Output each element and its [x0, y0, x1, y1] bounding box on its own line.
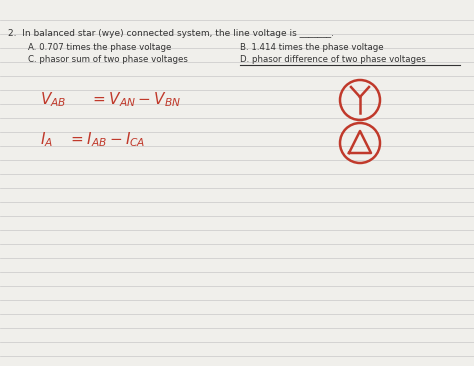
- Text: D. phasor difference of two phase voltages: D. phasor difference of two phase voltag…: [240, 56, 426, 64]
- Text: 2.  In balanced star (wye) connected system, the line voltage is _______.: 2. In balanced star (wye) connected syst…: [8, 30, 334, 38]
- Text: $= I_{AB} - I_{CA}$: $= I_{AB} - I_{CA}$: [68, 131, 146, 149]
- Text: A. 0.707 times the phase voltage: A. 0.707 times the phase voltage: [28, 42, 172, 52]
- Text: B. 1.414 times the phase voltage: B. 1.414 times the phase voltage: [240, 42, 383, 52]
- Text: $I_{A}$: $I_{A}$: [40, 131, 53, 149]
- Text: $V_{AB}$: $V_{AB}$: [40, 91, 66, 109]
- Text: $= V_{AN} - V_{BN}$: $= V_{AN} - V_{BN}$: [90, 91, 181, 109]
- Text: C. phasor sum of two phase voltages: C. phasor sum of two phase voltages: [28, 56, 188, 64]
